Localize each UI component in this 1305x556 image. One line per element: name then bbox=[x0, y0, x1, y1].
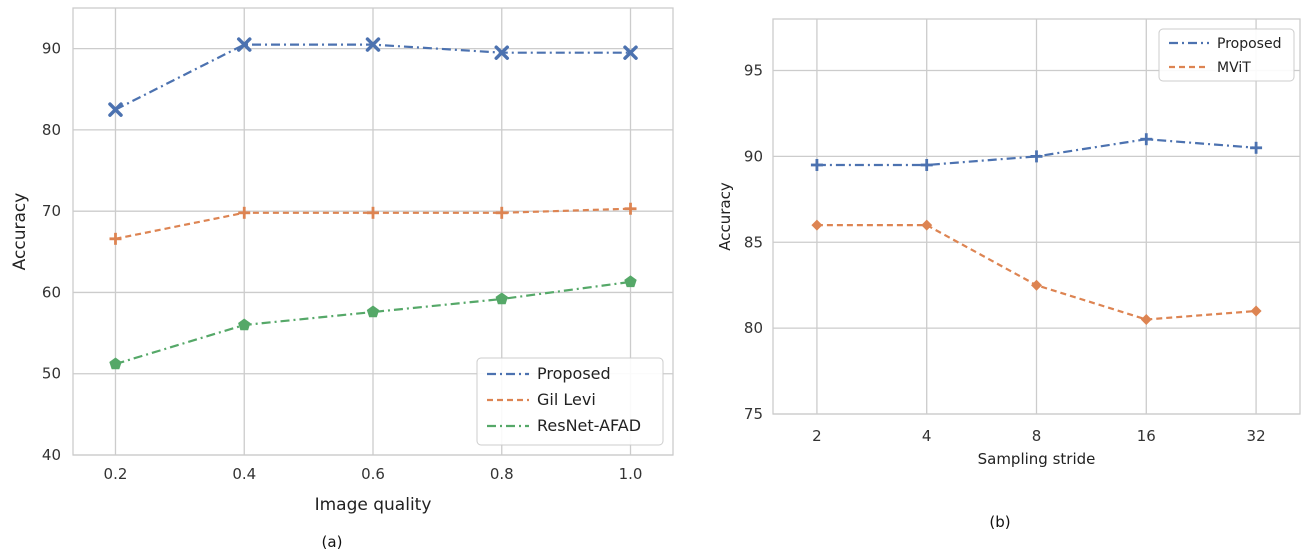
chart-a-data-point bbox=[236, 37, 252, 52]
chart-a-data-point bbox=[367, 206, 379, 219]
chart-a-legend-label: Proposed bbox=[537, 364, 611, 383]
chart-a-y-tick-label: 40 bbox=[42, 446, 61, 464]
chart-a-x-tick-label: 1.0 bbox=[619, 465, 643, 483]
chart-b: 2 4 8 16 32 75 80 85 90 95 Sampling stride Accuracy… bbox=[716, 18, 1301, 531]
chart-b-series-1 bbox=[810, 133, 1263, 171]
chart-b-data-point bbox=[1031, 279, 1042, 291]
chart-b-data-point bbox=[1140, 314, 1152, 326]
chart-a-data-point bbox=[623, 45, 638, 60]
chart-b-x-tick-label: 2 bbox=[812, 427, 822, 445]
chart-b-x-tick-label: 16 bbox=[1137, 427, 1156, 445]
chart-a-legend: Proposed Gil Levi ResNet-AFAD bbox=[476, 357, 664, 446]
chart-a-legend-label: ResNet-AFAD bbox=[537, 416, 641, 435]
chart-a-data-point bbox=[624, 275, 637, 288]
chart-a-data-point-stroke-2 bbox=[623, 45, 638, 60]
chart-a-data-point bbox=[494, 45, 510, 60]
chart-a-data-point-stroke-2 bbox=[236, 37, 252, 52]
chart-b-y-axis-label: Accuracy bbox=[716, 182, 734, 251]
chart-a-data-point bbox=[624, 202, 637, 215]
chart-a-data-point bbox=[238, 206, 251, 219]
chart-b-data-point bbox=[811, 219, 823, 231]
chart-a-data-point bbox=[366, 305, 380, 318]
chart-a-y-tick-label: 90 bbox=[42, 40, 61, 58]
chart-a-y-tick-label: 80 bbox=[42, 121, 61, 139]
chart-a-x-tick-label: 0.2 bbox=[104, 465, 128, 483]
chart-a-data-point-stroke-2 bbox=[365, 37, 381, 52]
chart-b-data-point bbox=[1030, 150, 1043, 163]
chart-b-x-tick-label: 32 bbox=[1247, 427, 1266, 445]
chart-a-data-point bbox=[495, 206, 508, 219]
chart-a-x-axis-label: Image quality bbox=[315, 495, 432, 515]
chart-b-data-point bbox=[810, 158, 823, 171]
chart-b-data-point bbox=[1250, 141, 1263, 154]
chart-a-data-point bbox=[495, 292, 508, 305]
chart-b-x-tick-label: 8 bbox=[1032, 427, 1042, 445]
chart-b-y-tick-label: 95 bbox=[744, 62, 763, 80]
chart-a-legend-box bbox=[476, 357, 664, 446]
chart-a-series-1 bbox=[108, 37, 638, 117]
chart-b-data-point bbox=[1140, 133, 1153, 146]
chart-a-data-point bbox=[109, 232, 122, 245]
chart-a-y-tick-label: 70 bbox=[42, 202, 61, 220]
chart-b-legend-label: MViT bbox=[1217, 60, 1251, 76]
chart-a-data-point bbox=[108, 102, 123, 117]
chart-a-y-axis-label: Accuracy bbox=[10, 193, 30, 271]
chart-b-legend: Proposed MViT bbox=[1158, 28, 1295, 82]
chart-b-y-tick-label: 80 bbox=[744, 319, 763, 337]
chart-b-data-point bbox=[1250, 305, 1262, 317]
chart-a-legend-label: Gil Levi bbox=[537, 390, 596, 409]
chart-b-y-tick-label: 85 bbox=[744, 233, 763, 251]
chart-a-y-tick-label: 50 bbox=[42, 365, 61, 383]
chart-b-x-tick-label: 4 bbox=[922, 427, 932, 445]
chart-b-series-line bbox=[816, 138, 1257, 167]
chart-b-series-2 bbox=[811, 219, 1262, 326]
chart-b-legend-label: Proposed bbox=[1217, 36, 1281, 52]
chart-a: 0.2 0.4 0.6 0.8 1.0 40 50 60 70 80 90 Image quality… bbox=[10, 7, 674, 551]
chart-b-x-axis-label: Sampling stride bbox=[978, 450, 1096, 468]
chart-b-data-point bbox=[920, 158, 933, 171]
chart-b-y-tick-label: 90 bbox=[744, 147, 763, 165]
chart-b-caption: (b) bbox=[989, 513, 1010, 531]
chart-b-data-point bbox=[921, 219, 933, 231]
chart-a-data-point bbox=[109, 357, 122, 370]
chart-a-x-tick-label: 0.6 bbox=[361, 465, 385, 483]
chart-a-series-3 bbox=[109, 275, 637, 370]
chart-a-series-line bbox=[115, 280, 631, 366]
chart-a-data-point bbox=[365, 37, 381, 52]
chart-a-y-tick-label: 60 bbox=[42, 283, 61, 301]
chart-a-series-2 bbox=[109, 202, 637, 245]
chart-a-caption: (a) bbox=[322, 533, 343, 551]
chart-a-x-tick-label: 0.4 bbox=[232, 465, 256, 483]
chart-a-data-point-stroke-2 bbox=[108, 102, 123, 117]
chart-b-y-tick-label: 75 bbox=[744, 405, 763, 423]
chart-a-data-point bbox=[238, 318, 251, 331]
chart-a-x-tick-label: 0.8 bbox=[490, 465, 514, 483]
chart-a-data-point-stroke-2 bbox=[494, 45, 510, 60]
